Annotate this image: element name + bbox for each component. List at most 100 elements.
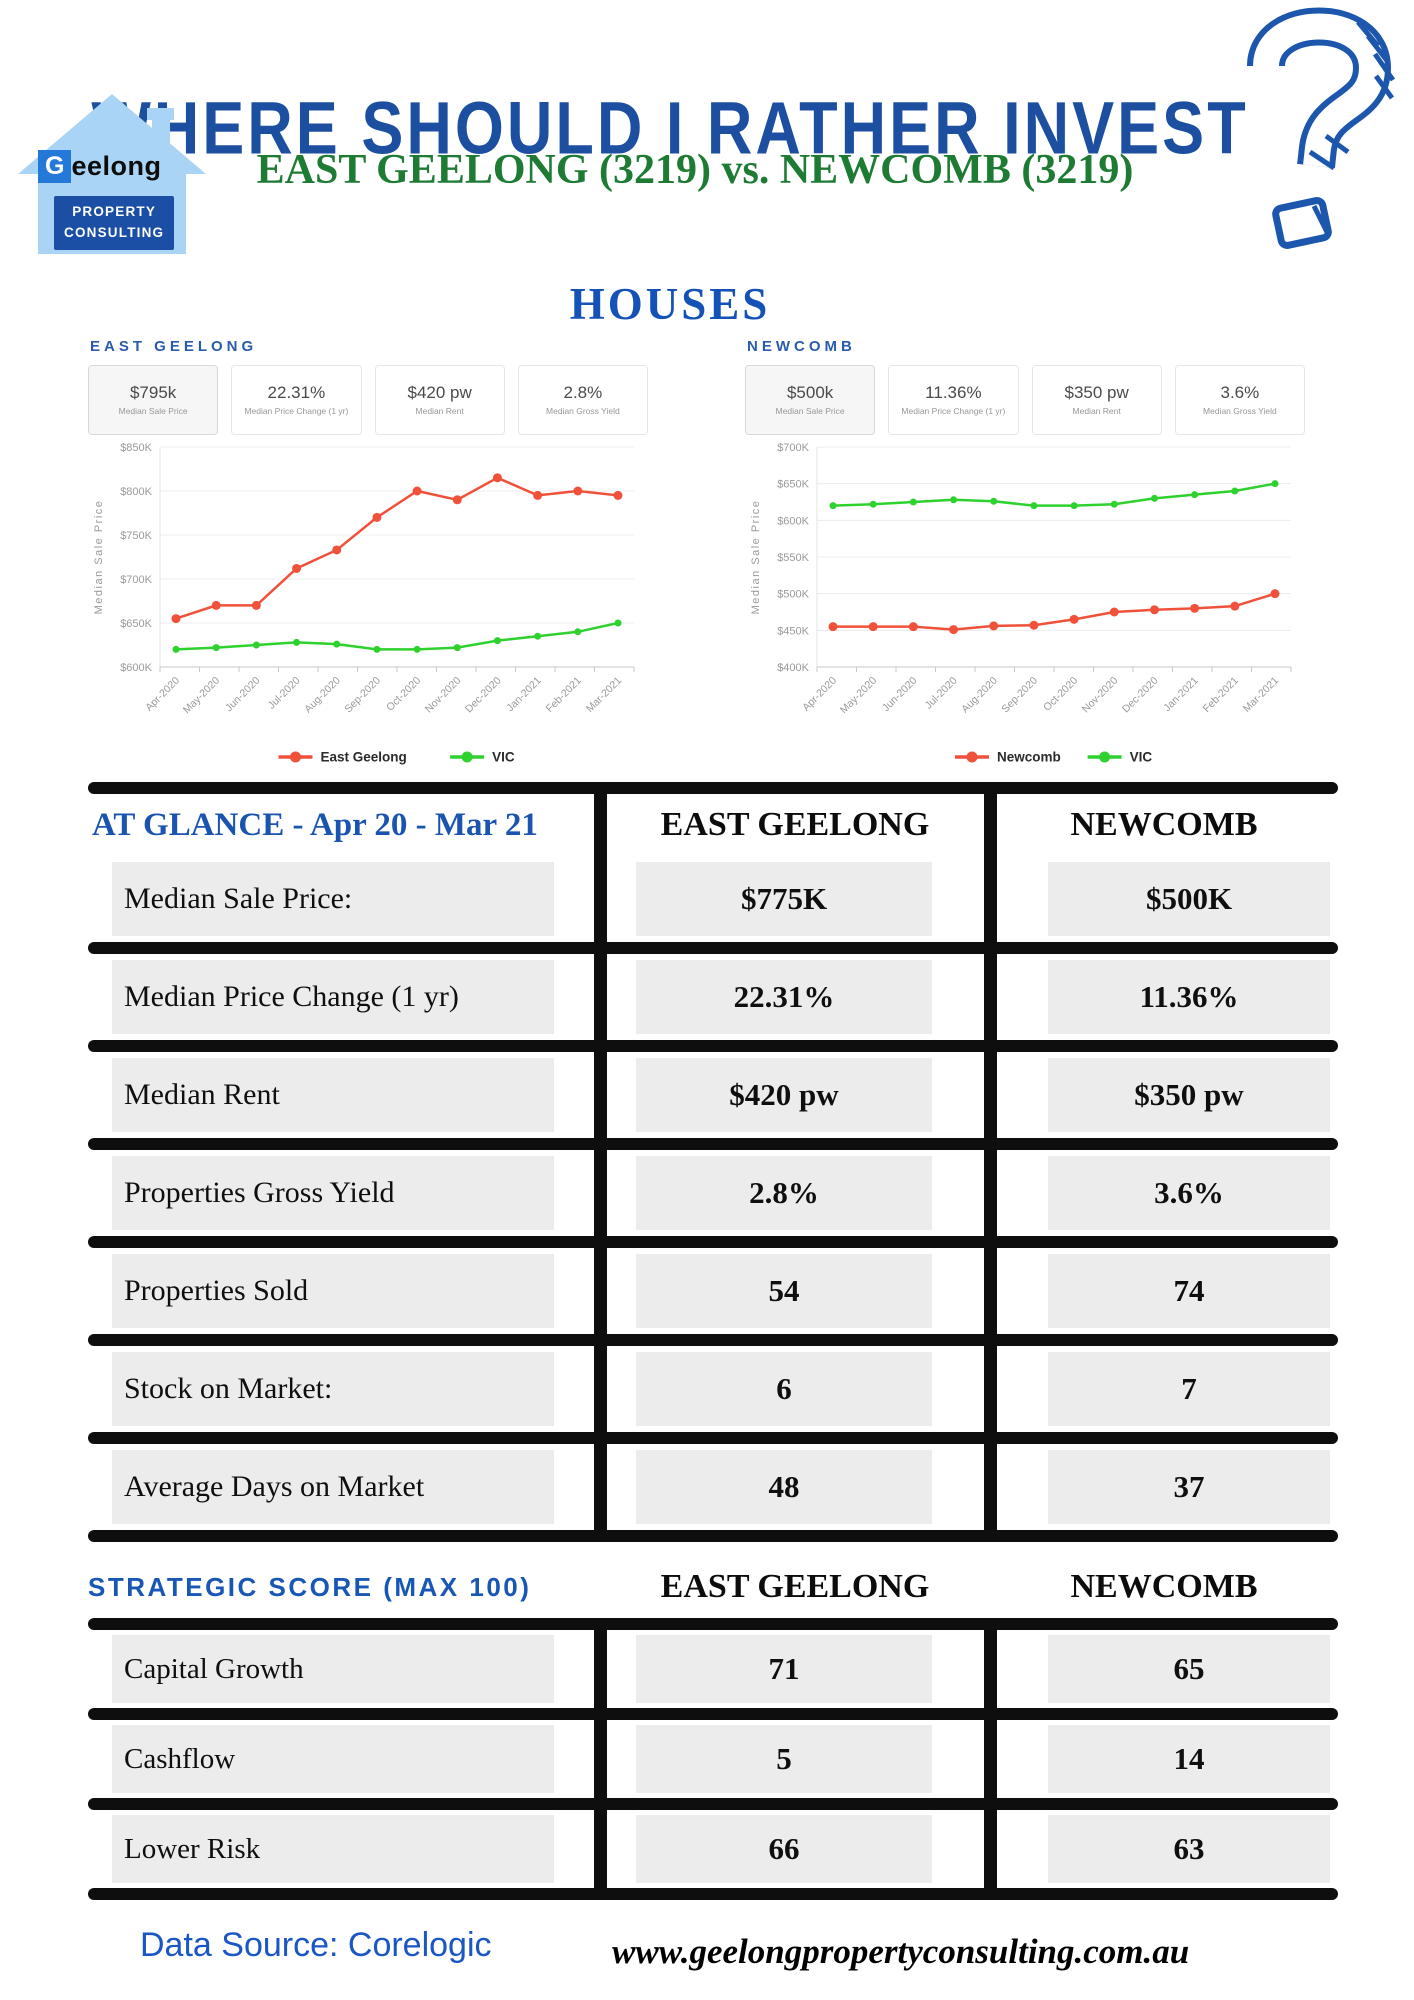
stat-value: $795k [129, 382, 177, 402]
newcomb-value: 3.6% [1048, 1156, 1330, 1230]
east-geelong-chart-panel: EAST GEELONG $795k Median Sale Price 22.… [88, 338, 648, 769]
svg-text:East Geelong: East Geelong [321, 750, 407, 765]
stat-card-median-sale-price[interactable]: $500k Median Sale Price [745, 365, 876, 435]
newcomb-value: 63 [1048, 1815, 1330, 1883]
svg-text:Median Sale Price: Median Sale Price [93, 500, 105, 615]
row-divider [88, 1432, 1338, 1444]
svg-text:$550K: $550K [777, 552, 809, 564]
stat-value: 2.8% [563, 382, 603, 402]
stat-cards-east-geelong: $795k Median Sale Price 22.31% Median Pr… [88, 365, 648, 435]
east-geelong-line-chart: $600K$650K$700K$750K$800K$850KApr-2020Ma… [93, 442, 635, 765]
svg-text:$700K: $700K [777, 442, 809, 454]
newcomb-chart-panel: NEWCOMB $500k Median Sale Price 11.36% M… [745, 338, 1305, 769]
svg-text:$600K: $600K [120, 662, 152, 674]
column-header-newcomb: NEWCOMB [1070, 806, 1258, 843]
table-row: Average Days on Market 48 37 [88, 1444, 1338, 1530]
stat-value: $500k [786, 382, 834, 402]
logo-g: G [38, 150, 72, 183]
east-geelong-value: 48 [636, 1450, 932, 1524]
stat-value: $350 pw [1064, 382, 1129, 402]
svg-text:$650K: $650K [777, 479, 809, 491]
stat-card-median-rent[interactable]: $350 pw Median Rent [1031, 365, 1162, 435]
column-divider [594, 1618, 607, 1900]
row-label: Properties Sold [112, 1254, 554, 1328]
column-header-east-geelong: EAST GEELONG [660, 806, 930, 843]
newcomb-value: 65 [1048, 1635, 1330, 1703]
svg-text:$850K: $850K [120, 442, 152, 454]
svg-text:Feb-2021: Feb-2021 [1201, 675, 1241, 715]
stat-card-median-rent[interactable]: $420 pw Median Rent [374, 365, 505, 435]
svg-text:Oct-2020: Oct-2020 [1041, 675, 1080, 714]
table-row: Median Sale Price: $775K $500K [88, 856, 1338, 942]
table-row: Lower Risk 66 63 [88, 1810, 1338, 1888]
table-row: Median Rent $420 pw $350 pw [88, 1052, 1338, 1138]
legend-item-vic[interactable]: VIC [450, 750, 515, 765]
logo-tagline: PROPERTY CONSULTING [54, 196, 175, 250]
legend-item-vic[interactable]: VIC [1087, 750, 1153, 765]
stat-card-median-gross-yield[interactable]: 2.8% Median Gross Yield [517, 365, 648, 435]
data-source-note: Data Source: Corelogic [140, 1926, 492, 1964]
newcomb-value: 14 [1048, 1725, 1330, 1793]
logo-tagline-line2: CONSULTING [64, 224, 165, 240]
strategic-column-header-east-geelong: EAST GEELONG [660, 1568, 930, 1605]
table-row: Median Price Change (1 yr) 22.31% 11.36% [88, 954, 1338, 1040]
stat-label: Median Price Change (1 yr) [901, 405, 1006, 416]
stat-card-median-sale-price[interactable]: $795k Median Sale Price [88, 365, 219, 435]
east-geelong-value: 71 [636, 1635, 932, 1703]
east-geelong-value: 22.31% [636, 960, 932, 1034]
stat-card-median-price-change-1-yr[interactable]: 22.31% Median Price Change (1 yr) [231, 365, 362, 435]
row-label: Lower Risk [112, 1815, 554, 1883]
column-divider [594, 782, 607, 1542]
stat-value: 3.6% [1220, 382, 1260, 402]
stat-label: Median Gross Yield [546, 405, 620, 416]
svg-text:$400K: $400K [777, 662, 809, 674]
svg-text:Nov-2020: Nov-2020 [1080, 675, 1121, 716]
svg-text:Sep-2020: Sep-2020 [342, 675, 383, 716]
row-label: Median Sale Price: [112, 862, 554, 936]
newcomb-value: 7 [1048, 1352, 1330, 1426]
svg-text:Jan-2021: Jan-2021 [504, 675, 544, 715]
svg-text:Feb-2021: Feb-2021 [544, 675, 584, 715]
stat-label: Median Sale Price [118, 405, 188, 416]
page-title: WHERE SHOULD I RATHER INVEST [91, 87, 1249, 170]
legend-item-newcomb[interactable]: Newcomb [955, 750, 1061, 765]
east-geelong-value: 66 [636, 1815, 932, 1883]
row-divider [88, 1040, 1338, 1052]
newcomb-value: 74 [1048, 1254, 1330, 1328]
svg-text:May-2020: May-2020 [838, 675, 880, 717]
stat-card-median-price-change-1-yr[interactable]: 11.36% Median Price Change (1 yr) [888, 365, 1019, 435]
row-label: Properties Gross Yield [112, 1156, 554, 1230]
svg-text:$600K: $600K [777, 515, 809, 527]
svg-text:Oct-2020: Oct-2020 [384, 675, 423, 714]
at-glance-table: AT GLANCE - Apr 20 - Mar 21 EAST GEELONG… [88, 782, 1338, 1542]
strategic-score-table: Capital Growth 71 65 Cashflow 5 14 Lower… [88, 1618, 1338, 1900]
svg-text:Nov-2020: Nov-2020 [423, 675, 464, 716]
row-divider [88, 1334, 1338, 1346]
table-row: Cashflow 5 14 [88, 1720, 1338, 1798]
region-label-newcomb: NEWCOMB [747, 338, 856, 355]
row-divider [88, 1798, 1338, 1810]
row-label: Median Rent [112, 1058, 554, 1132]
legend-item-east-geelong[interactable]: East Geelong [278, 750, 407, 765]
svg-text:Aug-2020: Aug-2020 [302, 675, 343, 716]
table-row: Properties Sold 54 74 [88, 1248, 1338, 1334]
row-divider [88, 1708, 1338, 1720]
svg-text:Apr-2020: Apr-2020 [143, 675, 182, 714]
stat-label: Median Rent [1072, 405, 1121, 416]
row-divider [88, 1888, 1338, 1900]
strategic-column-header-newcomb: NEWCOMB [1070, 1568, 1258, 1605]
table-top-border [88, 782, 1338, 794]
newcomb-value: $350 pw [1048, 1058, 1330, 1132]
category-title: HOUSES [569, 279, 771, 329]
stat-card-median-gross-yield[interactable]: 3.6% Median Gross Yield [1174, 365, 1305, 435]
svg-text:VIC: VIC [1130, 750, 1153, 765]
row-label: Cashflow [112, 1725, 554, 1793]
svg-text:Jul-2020: Jul-2020 [923, 675, 960, 712]
stat-value: $420 pw [407, 382, 472, 402]
row-divider [88, 1236, 1338, 1248]
svg-text:Jul-2020: Jul-2020 [266, 675, 303, 712]
strategic-score-rows: Capital Growth 71 65 Cashflow 5 14 Lower… [88, 1630, 1338, 1900]
row-label: Stock on Market: [112, 1352, 554, 1426]
